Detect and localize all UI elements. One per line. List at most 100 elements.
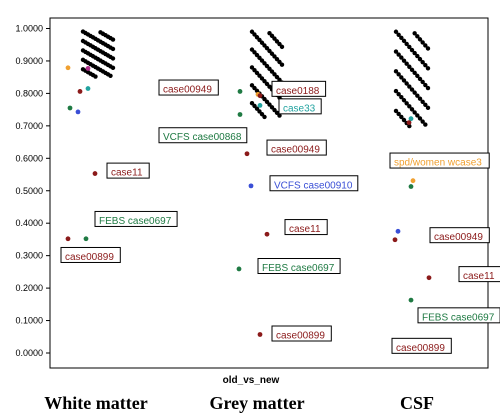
data-point [404,61,409,66]
data-point [409,47,415,53]
annotation-box [257,258,341,275]
data-point [412,90,417,95]
y-tick-label: 0.2000 [15,283,43,293]
data-point [279,62,285,67]
annotation-box [389,152,490,169]
annotation-text: spd/women wcase3 [394,158,482,169]
annotation-text: case11 [289,224,321,235]
annotation-text: case00899 [276,331,325,342]
point-annotation: case33 [278,98,322,115]
plot-frame [49,17,489,369]
annotation-text: case00899 [396,343,445,354]
point-annotation: case00949 [158,79,219,96]
data-point [425,85,431,91]
outlier-point [67,105,73,111]
data-point [417,96,423,101]
data-point [401,117,407,123]
data-point [409,87,415,92]
data-point [110,56,116,61]
annotation-text: case00949 [271,145,320,156]
data-point [425,46,431,51]
point-annotation: case11 [106,162,150,179]
data-point [393,49,399,54]
annotation-text: VCFS case00910 [274,180,353,191]
data-point [396,111,401,117]
point-annotation: case00949 [429,227,490,244]
annotation-box [271,325,332,342]
data-point [425,105,431,111]
outlier-point [75,109,81,115]
outlier-point [410,178,416,184]
annotation-box [278,98,322,115]
outlier-point [85,66,91,71]
data-point [407,123,412,129]
data-point [279,44,285,50]
data-point [407,104,412,109]
data-point [420,40,425,45]
data-point [415,73,420,79]
point-annotation: case00949 [266,139,327,156]
annotation-box [284,219,328,236]
y-tick-label: 0.8000 [15,88,43,98]
annotation-text: case00949 [163,85,212,96]
annotation-text: VCFS case00868 [163,132,242,143]
y-tick-label: 0.7000 [15,121,43,131]
outlier-point [408,297,414,303]
point-annotation: case00899 [60,246,121,263]
annotation-box [266,139,327,156]
data-point [412,110,417,115]
data-point [110,37,116,42]
data-point [409,107,415,112]
outlier-point [426,275,432,281]
point-annotation: VCFS case00910 [269,175,359,192]
data-point [393,88,399,94]
outlier-point [83,236,89,242]
data-point [420,119,425,124]
data-point [423,122,428,127]
outlier-point [65,65,71,71]
point-annotation: VCFS case00868 [158,127,248,144]
data-point [417,56,423,62]
annotation-box [391,337,452,354]
data-point [262,114,267,120]
data-point [404,81,409,86]
outlier-point [236,266,242,272]
x-category-label: White matter [44,393,147,413]
outlier-point [237,112,243,117]
data-point [423,82,428,88]
data-point [423,102,428,107]
data-point [396,91,401,97]
data-point [399,114,404,120]
data-point [399,75,404,80]
data-point [412,70,417,76]
annotation-text: case33 [283,103,316,114]
data-point [420,79,425,85]
annotation-box [106,162,150,179]
annotation-text: FEBS case0697 [99,216,172,227]
data-point [417,116,423,121]
outlier-point [237,89,243,94]
outlier-point [408,184,414,189]
point-annotation: FEBS case0697 [417,307,500,324]
data-point [401,78,407,83]
annotation-box [94,210,178,227]
data-point [412,31,417,36]
annotation-box [269,175,359,192]
outlier-point [406,120,412,126]
data-point [407,84,412,89]
data-point [404,101,409,106]
x-category-label: Grey matter [209,393,304,413]
data-points [65,29,432,352]
point-labels: case00949 case11 FEBS case0697 case00899 cas… [60,79,500,354]
outlier-point [257,93,263,99]
data-point [420,99,425,104]
y-tick-label: 0.4000 [15,218,43,228]
data-point [415,113,420,118]
annotation-box [158,127,248,144]
outlier-point [65,236,71,242]
annotation-box [271,80,327,97]
data-point [415,53,420,59]
annotation-text: case11 [463,271,495,282]
outlier-point [408,116,414,122]
